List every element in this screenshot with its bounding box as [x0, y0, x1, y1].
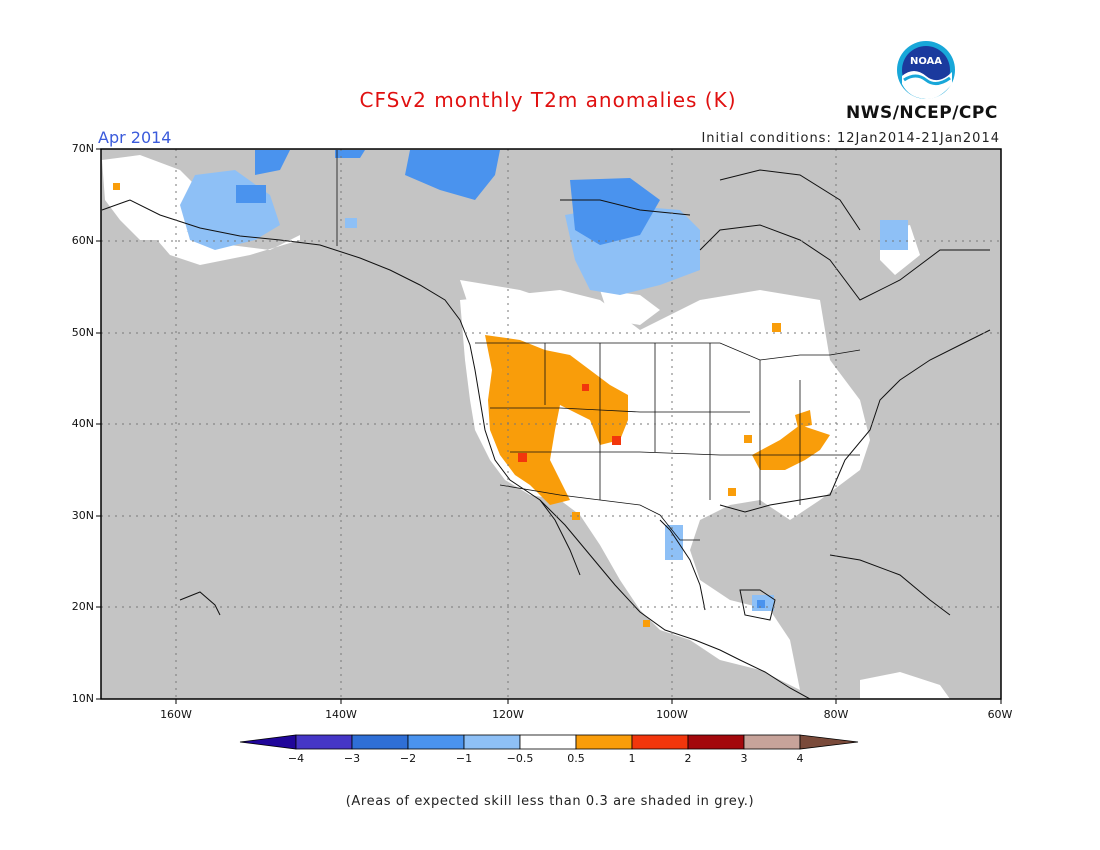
colorbar-tick-label: 2: [684, 752, 692, 765]
initial-conditions-label: Initial conditions: 12Jan2014-21Jan2014: [701, 131, 1000, 146]
colorbar-cell: [407, 734, 465, 750]
lat-label-50n: 50N: [71, 326, 94, 339]
negative-anomaly-medium: [236, 150, 765, 608]
lat-label-70n: 70N: [71, 142, 94, 155]
lon-label-140w: 140W: [325, 708, 357, 721]
lon-label-60w: 60W: [987, 708, 1013, 721]
colorbar-tick-label: 1: [628, 752, 636, 765]
lon-label-120w: 120W: [492, 708, 524, 721]
lon-label-100w: 100W: [656, 708, 688, 721]
colorbar-cell: [687, 734, 745, 750]
lon-label-80w: 80W: [823, 708, 849, 721]
lon-label-160w: 160W: [160, 708, 192, 721]
colorbar-cell: [743, 734, 801, 750]
map-title: CFSv2 monthly T2m anomalies (K): [359, 88, 737, 112]
agency-label: NWS/NCEP/CPC: [846, 103, 998, 123]
axis-ticks: [96, 148, 1002, 704]
colorbar-cell: [295, 734, 353, 750]
colorbar-arrow-high: [799, 734, 859, 750]
colorbar-arrow-low: [239, 734, 297, 750]
lat-label-40n: 40N: [71, 417, 94, 430]
colorbar-cell: [463, 734, 521, 750]
colorbar-tick-label: −0.5: [506, 752, 534, 765]
colorbar-tick-label: −3: [343, 752, 361, 765]
lat-label-60n: 60N: [71, 234, 94, 247]
skill-note: (Areas of expected skill less than 0.3 a…: [345, 794, 755, 809]
colorbar-tick-label: −1: [455, 752, 473, 765]
noaa-logo: NOAA: [897, 41, 955, 100]
political-borders: [336, 150, 861, 541]
positive-anomaly-red: [518, 384, 621, 462]
colorbar-tick-label: 4: [796, 752, 804, 765]
colorbar-tick-label: −4: [287, 752, 305, 765]
colorbar-tick-label: 0.5: [567, 752, 585, 765]
coastlines: [101, 169, 991, 699]
positive-anomaly-orange: [113, 183, 830, 627]
colorbar-tick-label: 3: [740, 752, 748, 765]
noaa-logo-text: NOAA: [910, 56, 942, 67]
colorbar-cell: [351, 734, 409, 750]
graticule: [101, 149, 1001, 699]
lat-label-30n: 30N: [71, 509, 94, 522]
forecast-month-label: Apr 2014: [98, 128, 172, 147]
lat-label-20n: 20N: [71, 600, 94, 613]
colorbar-tick-label: −2: [399, 752, 417, 765]
colorbar-cell: [631, 734, 689, 750]
colorbar-cell: [519, 734, 577, 750]
lat-label-10n: 10N: [71, 692, 94, 705]
colorbar-cell: [575, 734, 633, 750]
